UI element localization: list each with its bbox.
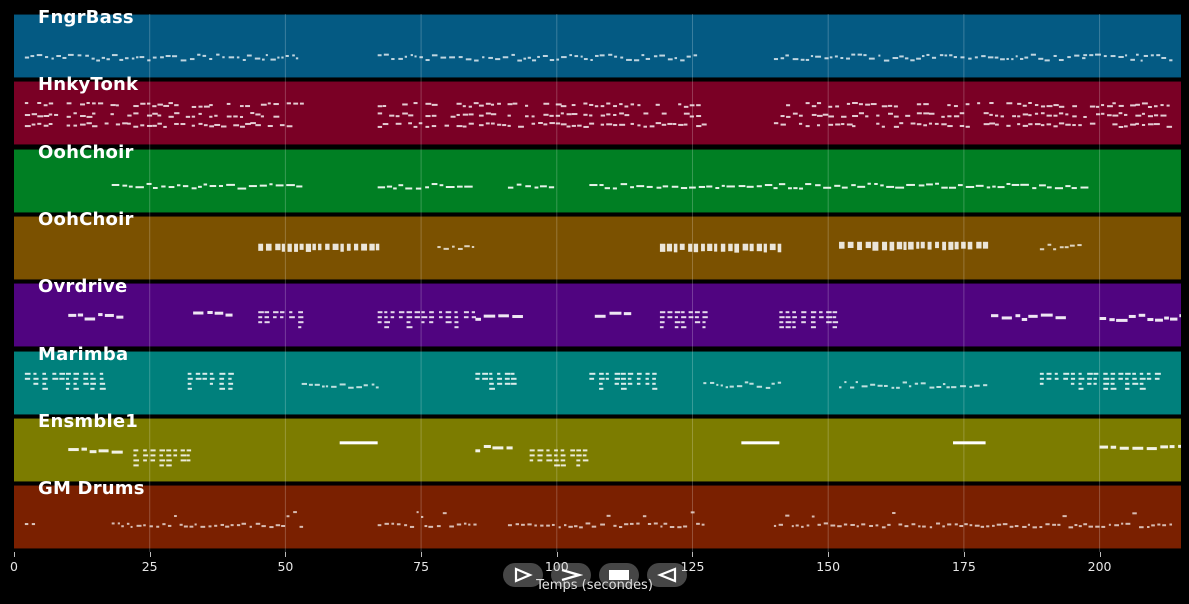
track-6[interactable]: Marimba: [14, 344, 1181, 415]
playback-controls: [0, 563, 1189, 589]
note-lane: [24, 102, 1173, 128]
note-lane: [111, 182, 1089, 190]
axis-tick: [1099, 552, 1101, 557]
stop-button[interactable]: [599, 563, 639, 587]
track-name: Ensmble1: [38, 411, 138, 432]
track-4[interactable]: OohChoir: [14, 209, 1181, 280]
axis-tick-label: 150: [816, 559, 841, 574]
axis-tick-label: 50: [277, 559, 294, 574]
axis-tick: [149, 552, 151, 557]
track-2[interactable]: HnkyTonk: [14, 74, 1181, 145]
track-5[interactable]: Ovrdrive: [14, 276, 1181, 347]
track-7[interactable]: Ensmble1: [14, 411, 1181, 482]
track-1[interactable]: FngrBass: [14, 7, 1181, 78]
axis-tick-label: 75: [413, 559, 430, 574]
axis-tick: [14, 552, 15, 557]
rewind-icon: [657, 567, 677, 583]
play-outline-icon: [514, 567, 533, 583]
track-name: OohChoir: [38, 142, 134, 163]
note-lane: [24, 372, 1161, 390]
note-lane: [24, 511, 1173, 529]
play-button[interactable]: [503, 563, 543, 587]
note-lane: [24, 53, 1173, 62]
track-name: FngrBass: [38, 7, 134, 28]
track-name: OohChoir: [38, 209, 134, 230]
time-axis: 0 25 50 75 100 125 150 175 200: [10, 552, 1181, 592]
axis-tick: [285, 552, 287, 557]
track-name: Ovrdrive: [38, 276, 128, 297]
axis-tick: [828, 552, 830, 557]
track-name: HnkyTonk: [38, 74, 139, 95]
axis-tick-label: 0: [10, 559, 18, 574]
track-8[interactable]: GM Drums: [14, 478, 1181, 549]
axis-tick-label: 125: [680, 559, 705, 574]
axis-tick: [963, 552, 965, 557]
time-axis-label: Temps (secondes): [536, 578, 653, 593]
piano-roll-tracks: FngrBass HnkyTonk OohChoir OohChoir Ovrdrive…: [14, 7, 1181, 552]
note-lane: [68, 441, 1181, 467]
fast-forward-button[interactable]: [551, 563, 591, 587]
axis-tick-label: 175: [951, 559, 976, 574]
stop-icon: [609, 570, 629, 580]
axis-tick-label: 25: [141, 559, 158, 574]
track-name: Marimba: [38, 344, 129, 365]
axis-tick-label: 200: [1087, 559, 1112, 574]
note-lane: [258, 241, 1082, 253]
axis-tick: [421, 552, 423, 557]
rewind-button[interactable]: [647, 563, 687, 587]
note-lane: [68, 310, 1181, 329]
track-3[interactable]: OohChoir: [14, 142, 1181, 213]
track-name: GM Drums: [38, 478, 145, 499]
axis-tick: [692, 552, 694, 557]
axis-tick: [556, 552, 558, 557]
chevron-right-icon: [561, 568, 583, 582]
